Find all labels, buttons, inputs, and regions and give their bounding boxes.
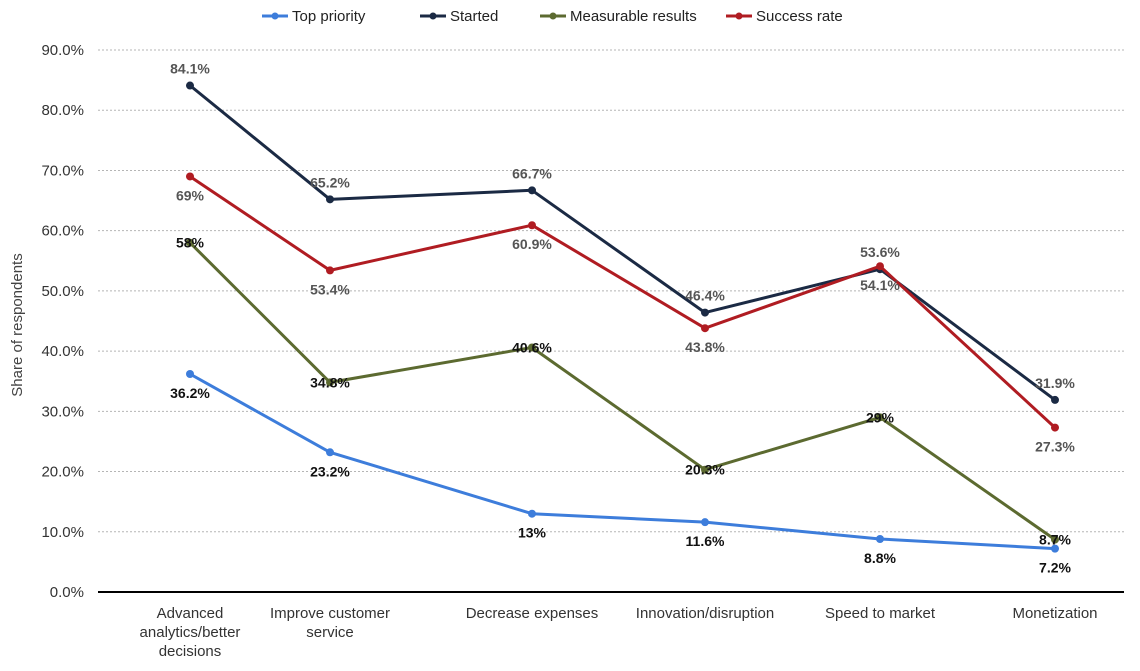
y-axis-title: Share of respondents	[9, 253, 26, 396]
success-rate-data-label: 27.3%	[1035, 439, 1075, 455]
legend-label: Measurable results	[570, 8, 697, 25]
measurable-results-data-label: 58%	[176, 235, 205, 251]
measurable-results-data-label: 29%	[866, 409, 895, 425]
legend-label: Success rate	[756, 8, 843, 25]
success-rate-point	[701, 324, 709, 333]
y-tick-label: 10.0%	[41, 524, 84, 541]
success-rate-data-label: 53.4%	[310, 281, 350, 297]
top-priority-data-label: 7.2%	[1039, 560, 1071, 576]
started-data-label: 84.1%	[170, 61, 210, 77]
success-rate-point	[186, 172, 194, 181]
x-category-label: Decrease expenses	[466, 605, 599, 622]
x-category-label: Monetization	[1012, 605, 1097, 622]
top-priority-point	[528, 509, 536, 518]
measurable-results-data-label: 20.3%	[685, 462, 725, 478]
y-tick-label: 30.0%	[41, 403, 84, 420]
success-rate-point	[876, 262, 884, 271]
y-tick-label: 90.0%	[41, 42, 84, 59]
started-data-label: 66.7%	[512, 165, 552, 181]
legend-item-measurable-results[interactable]: Measurable results	[540, 8, 697, 25]
data-labels: 36.2% 23.2% 13% 11.6% 8.8% 7.2% 84.1% 65.2% 66.7…	[170, 61, 1075, 576]
started-data-label: 65.2%	[310, 174, 350, 190]
y-tick-label: 20.0%	[41, 464, 84, 481]
legend-label: Top priority	[292, 8, 366, 25]
started-line	[188, 84, 1057, 402]
started-point	[186, 81, 194, 90]
success-rate-data-label: 54.1%	[860, 277, 900, 293]
started-point	[528, 186, 536, 195]
measurable-results-point	[701, 465, 709, 474]
measurable-results-data-label: 34.8%	[310, 374, 350, 390]
top-priority-data-label: 23.2%	[310, 463, 350, 479]
success-rate-data-label: 69%	[176, 187, 205, 203]
legend: Top priority Started Measurable results Suc…	[262, 8, 843, 25]
legend-marker	[735, 12, 743, 20]
y-tick-label: 60.0%	[41, 223, 84, 240]
x-category-label: Advanced analytics/better decisions	[140, 605, 241, 660]
started-data-label: 31.9%	[1035, 375, 1075, 391]
success-rate-data-label: 43.8%	[685, 339, 725, 355]
top-priority-data-label: 36.2%	[170, 385, 210, 401]
success-rate-point	[1051, 423, 1059, 432]
top-priority-point	[876, 535, 884, 544]
top-priority-point	[1051, 544, 1059, 553]
x-category-label: Improve customer service	[270, 605, 390, 641]
measurable-results-point	[326, 378, 334, 387]
started-point	[1051, 395, 1059, 404]
legend-item-started[interactable]: Started	[420, 8, 498, 25]
legend-marker	[429, 12, 437, 20]
top-priority-point	[326, 448, 334, 457]
series-measurable-results	[186, 238, 1059, 544]
measurable-results-point	[876, 413, 884, 422]
y-axis-ticks: 0.0% 10.0% 20.0% 30.0% 40.0% 50.0% 60.0% 70.0% 8…	[41, 42, 84, 601]
series-started	[186, 81, 1059, 404]
success-rate-point	[528, 221, 536, 230]
x-axis-categories: Advanced analytics/better decisions Improve…	[140, 605, 1098, 660]
measurable-results-line	[188, 241, 1057, 542]
gridlines	[98, 49, 1124, 593]
y-tick-label: 70.0%	[41, 162, 84, 179]
top-priority-data-label: 8.8%	[864, 550, 896, 566]
measurable-results-data-label: 8.7%	[1039, 532, 1071, 548]
legend-item-success-rate[interactable]: Success rate	[726, 8, 843, 25]
y-tick-label: 40.0%	[41, 343, 84, 360]
x-category-label: Innovation/disruption	[636, 605, 774, 622]
legend-item-top-priority[interactable]: Top priority	[262, 8, 366, 25]
series-lines	[186, 81, 1059, 553]
started-data-label: 53.6%	[860, 244, 900, 260]
success-rate-data-label: 60.9%	[512, 236, 552, 252]
top-priority-point	[186, 369, 194, 378]
success-rate-line	[188, 175, 1057, 430]
top-priority-data-label: 13%	[518, 525, 547, 541]
legend-marker	[549, 12, 557, 20]
legend-label: Started	[450, 8, 498, 25]
measurable-results-point	[1051, 535, 1059, 544]
x-category-label: Speed to market	[825, 605, 936, 622]
top-priority-line	[188, 372, 1057, 551]
y-tick-label: 50.0%	[41, 283, 84, 300]
started-data-label: 46.4%	[685, 288, 725, 304]
top-priority-point	[701, 518, 709, 527]
started-point	[701, 308, 709, 317]
series-success-rate	[186, 172, 1059, 432]
measurable-results-data-label: 40.6%	[512, 339, 552, 355]
legend-marker	[271, 12, 279, 20]
measurable-results-point	[186, 238, 194, 247]
success-rate-point	[326, 266, 334, 275]
y-tick-label: 80.0%	[41, 102, 84, 119]
series-top-priority	[186, 369, 1059, 553]
started-point	[326, 195, 334, 204]
y-tick-label: 0.0%	[50, 584, 84, 601]
measurable-results-point	[528, 343, 536, 352]
top-priority-data-label: 11.6%	[686, 533, 725, 549]
